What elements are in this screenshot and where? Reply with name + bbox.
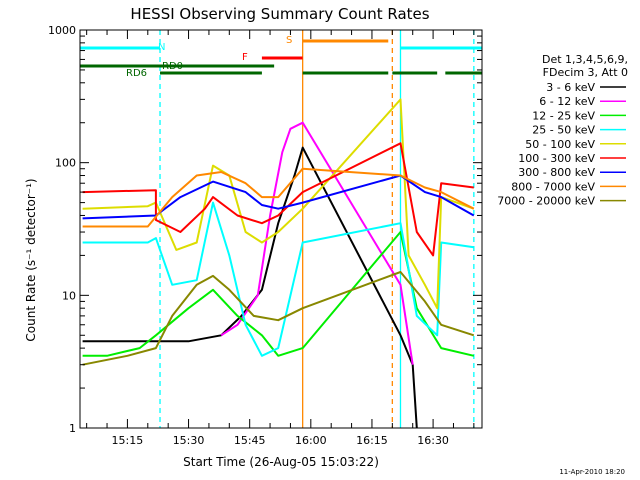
flag-bar-label: S bbox=[286, 35, 292, 46]
legend-label: 25 - 50 keV bbox=[532, 124, 595, 137]
flag-bar-label: N bbox=[158, 42, 165, 53]
y-tick-label: 100 bbox=[55, 157, 76, 170]
series-line bbox=[82, 98, 475, 310]
legend-label: 300 - 800 keV bbox=[518, 166, 595, 179]
y-tick-label: 1 bbox=[69, 422, 76, 435]
series-line bbox=[82, 142, 474, 257]
x-tick-label: 15:45 bbox=[234, 434, 266, 447]
axes-frame bbox=[79, 29, 483, 429]
x-tick-label: 15:30 bbox=[173, 434, 205, 447]
x-tick-label: 16:30 bbox=[417, 434, 449, 447]
x-tick-label: 15:15 bbox=[112, 434, 144, 447]
footer-date: 11-Apr-2010 18:20 bbox=[559, 468, 625, 476]
legend-label: 3 - 6 keV bbox=[546, 81, 595, 94]
x-axis-label: Start Time (26-Aug-05 15:03:22) bbox=[183, 455, 379, 469]
legend-label: 6 - 12 keV bbox=[539, 95, 595, 108]
series-line bbox=[82, 271, 475, 366]
legend: Det 1,3,4,5,6,9,FDecim 3, Att 0 3 - 6 keV… bbox=[497, 53, 628, 208]
series-line bbox=[82, 174, 475, 220]
legend-label: 50 - 100 keV bbox=[525, 138, 595, 151]
chart-title: HESSI Observing Summary Count Rates bbox=[130, 5, 429, 23]
series-line bbox=[82, 231, 475, 357]
series-line bbox=[82, 167, 475, 228]
series-line bbox=[220, 121, 414, 365]
legend-header: FDecim 3, Att 0 bbox=[543, 66, 628, 79]
x-tick-label: 16:15 bbox=[356, 434, 388, 447]
series-line bbox=[82, 201, 474, 357]
y-axis-label: Count Rate (s⁻¹ detector⁻¹) bbox=[24, 178, 38, 341]
flag-bar-label: F bbox=[242, 52, 248, 63]
x-tick-label: 16:00 bbox=[295, 434, 327, 447]
flag-bar-label: RD0 bbox=[162, 61, 183, 72]
legend-label: 12 - 25 keV bbox=[532, 109, 595, 122]
legend-label: 100 - 300 keV bbox=[518, 152, 595, 165]
legend-label: 800 - 7000 keV bbox=[511, 180, 595, 193]
y-tick-label: 1000 bbox=[48, 24, 76, 37]
series-line bbox=[82, 146, 418, 429]
y-tick-label: 10 bbox=[62, 289, 76, 302]
plot-area: N S F RD0 RD6 1 10 100 1000 15:15 15:30 15:45 16:00 1… bbox=[48, 24, 483, 447]
flag-bar-label: RD6 bbox=[126, 68, 147, 79]
legend-header: Det 1,3,4,5,6,9, bbox=[542, 53, 628, 66]
legend-label: 7000 - 20000 keV bbox=[497, 195, 595, 208]
